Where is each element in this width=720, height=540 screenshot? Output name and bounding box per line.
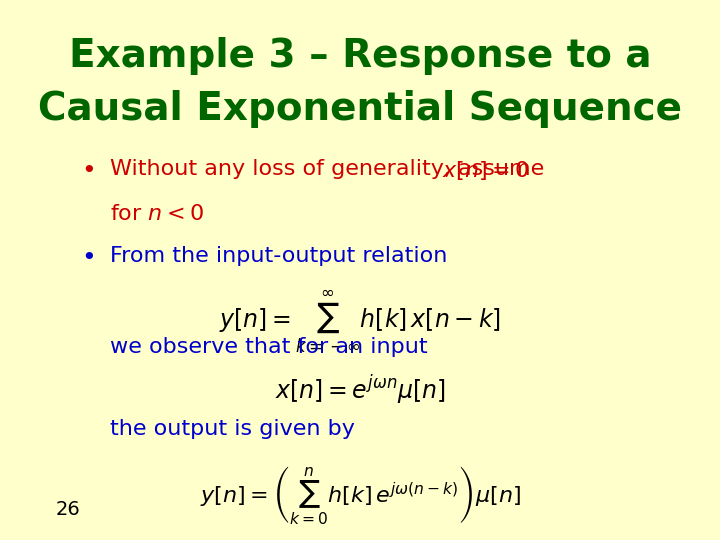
Text: Without any loss of generality, assume: Without any loss of generality, assume bbox=[109, 159, 551, 179]
Text: $y[n] = \left( \sum_{k=0}^{n} h[k]\, e^{j\omega(n-k)} \right) \mu[n]$: $y[n] = \left( \sum_{k=0}^{n} h[k]\, e^{… bbox=[199, 464, 521, 526]
Text: the output is given by: the output is given by bbox=[109, 418, 354, 438]
Text: •: • bbox=[81, 246, 96, 271]
Text: for $n < 0$: for $n < 0$ bbox=[109, 204, 204, 224]
Text: we observe that for an input: we observe that for an input bbox=[109, 336, 427, 356]
Text: •: • bbox=[81, 159, 96, 183]
Text: 26: 26 bbox=[55, 501, 81, 519]
Text: $y[n] = \sum_{k=-\infty}^{\infty} h[k]\, x[n-k]$: $y[n] = \sum_{k=-\infty}^{\infty} h[k]\,… bbox=[219, 289, 501, 355]
Text: Causal Exponential Sequence: Causal Exponential Sequence bbox=[38, 90, 682, 128]
Text: Example 3 – Response to a: Example 3 – Response to a bbox=[68, 37, 652, 75]
Text: $x[n] = e^{j\omega n}\mu[n]$: $x[n] = e^{j\omega n}\mu[n]$ bbox=[274, 374, 446, 407]
Text: $x[n]=0$: $x[n]=0$ bbox=[442, 159, 530, 182]
Text: From the input-output relation: From the input-output relation bbox=[109, 246, 447, 266]
